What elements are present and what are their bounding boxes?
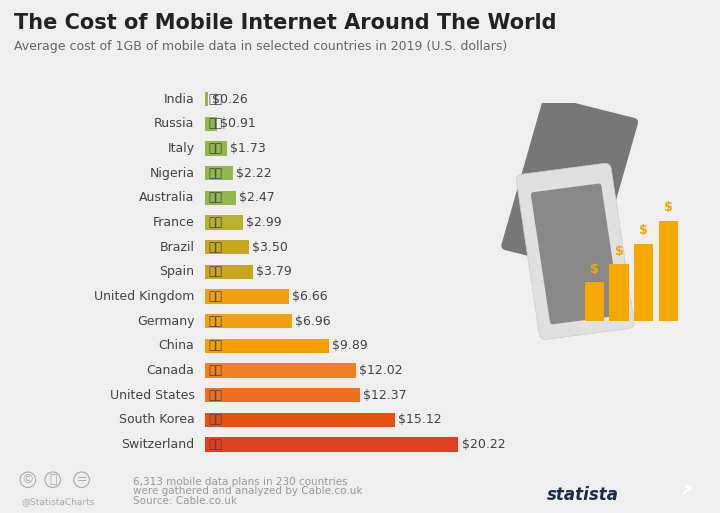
- Text: 🇩🇪: 🇩🇪: [209, 314, 222, 328]
- Text: Australia: Australia: [139, 191, 194, 205]
- Text: were gathered and analyzed by Cable.co.uk: were gathered and analyzed by Cable.co.u…: [133, 486, 363, 496]
- Text: 🇨🇦: 🇨🇦: [209, 364, 222, 377]
- Bar: [205, 314, 292, 328]
- Text: South Korea: South Korea: [119, 413, 194, 426]
- Bar: [205, 363, 356, 378]
- Text: $: $: [590, 263, 599, 276]
- Text: =: =: [76, 473, 87, 486]
- Bar: [205, 166, 233, 181]
- Bar: [609, 264, 629, 321]
- Bar: [634, 244, 653, 321]
- Text: $0.91: $0.91: [220, 117, 256, 130]
- Bar: [205, 289, 289, 304]
- Text: France: France: [153, 216, 194, 229]
- Text: 🇪🇸: 🇪🇸: [209, 265, 222, 279]
- Text: $: $: [639, 224, 648, 237]
- Text: Average cost of 1GB of mobile data in selected countries in 2019 (U.S. dollars): Average cost of 1GB of mobile data in se…: [14, 40, 508, 53]
- Bar: [585, 282, 604, 321]
- Text: 🇮🇳: 🇮🇳: [209, 93, 222, 106]
- Text: ©: ©: [22, 473, 34, 486]
- Text: $2.99: $2.99: [246, 216, 282, 229]
- Text: 🇮🇹: 🇮🇹: [209, 142, 222, 155]
- Text: Canada: Canada: [147, 364, 194, 377]
- Bar: [205, 412, 395, 427]
- Text: $: $: [615, 245, 624, 258]
- Text: 6,313 mobile data plans in 230 countries: 6,313 mobile data plans in 230 countries: [133, 477, 348, 487]
- FancyBboxPatch shape: [501, 96, 638, 272]
- Bar: [205, 388, 360, 402]
- Text: Switzerland: Switzerland: [121, 438, 194, 451]
- Text: @StatistaCharts: @StatistaCharts: [22, 497, 95, 506]
- Bar: [659, 221, 678, 321]
- Text: ↗: ↗: [680, 484, 692, 499]
- Text: 🇦🇺: 🇦🇺: [209, 191, 222, 205]
- Text: India: India: [163, 93, 194, 106]
- Text: Russia: Russia: [154, 117, 194, 130]
- Bar: [205, 240, 249, 254]
- Text: 🇨🇳: 🇨🇳: [209, 339, 222, 352]
- Bar: [205, 339, 329, 353]
- Text: $15.12: $15.12: [397, 413, 441, 426]
- FancyBboxPatch shape: [516, 163, 634, 340]
- Text: Germany: Germany: [137, 314, 194, 328]
- Text: $0.26: $0.26: [212, 93, 248, 106]
- Text: $: $: [664, 201, 672, 214]
- Bar: [205, 215, 243, 230]
- Text: The Cost of Mobile Internet Around The World: The Cost of Mobile Internet Around The W…: [14, 13, 557, 33]
- Text: 🇷🇺: 🇷🇺: [209, 117, 222, 130]
- Text: $12.37: $12.37: [364, 389, 407, 402]
- Bar: [205, 265, 253, 279]
- FancyBboxPatch shape: [531, 184, 621, 324]
- Text: 🇫🇷: 🇫🇷: [209, 216, 222, 229]
- Text: Spain: Spain: [159, 265, 194, 279]
- Bar: [205, 142, 227, 156]
- Text: $12.02: $12.02: [359, 364, 402, 377]
- Text: 🇨🇭: 🇨🇭: [209, 438, 222, 451]
- Text: $6.96: $6.96: [295, 314, 331, 328]
- Text: Italy: Italy: [167, 142, 194, 155]
- Text: 🇰🇷: 🇰🇷: [209, 413, 222, 426]
- Text: $1.73: $1.73: [230, 142, 266, 155]
- Text: Nigeria: Nigeria: [150, 167, 194, 180]
- Text: $3.79: $3.79: [256, 265, 292, 279]
- Text: United Kingdom: United Kingdom: [94, 290, 194, 303]
- Bar: [205, 437, 459, 451]
- Text: 🇺🇸: 🇺🇸: [209, 389, 222, 402]
- Text: 🇬🇧: 🇬🇧: [209, 290, 222, 303]
- Bar: [205, 92, 209, 107]
- Text: Brazil: Brazil: [159, 241, 194, 254]
- Text: China: China: [158, 339, 194, 352]
- Text: statista: statista: [547, 486, 619, 504]
- Bar: [205, 117, 217, 131]
- Text: $6.66: $6.66: [292, 290, 328, 303]
- Text: $9.89: $9.89: [332, 339, 368, 352]
- Bar: [205, 191, 236, 205]
- Text: $2.22: $2.22: [236, 167, 271, 180]
- Text: ⓘ: ⓘ: [49, 473, 56, 486]
- Text: $3.50: $3.50: [252, 241, 288, 254]
- Text: $20.22: $20.22: [462, 438, 505, 451]
- Text: United States: United States: [109, 389, 194, 402]
- Text: Source: Cable.co.uk: Source: Cable.co.uk: [133, 496, 237, 506]
- Text: $2.47: $2.47: [239, 191, 275, 205]
- Text: 🇳🇬: 🇳🇬: [209, 167, 222, 180]
- Text: 🇧🇷: 🇧🇷: [209, 241, 222, 254]
